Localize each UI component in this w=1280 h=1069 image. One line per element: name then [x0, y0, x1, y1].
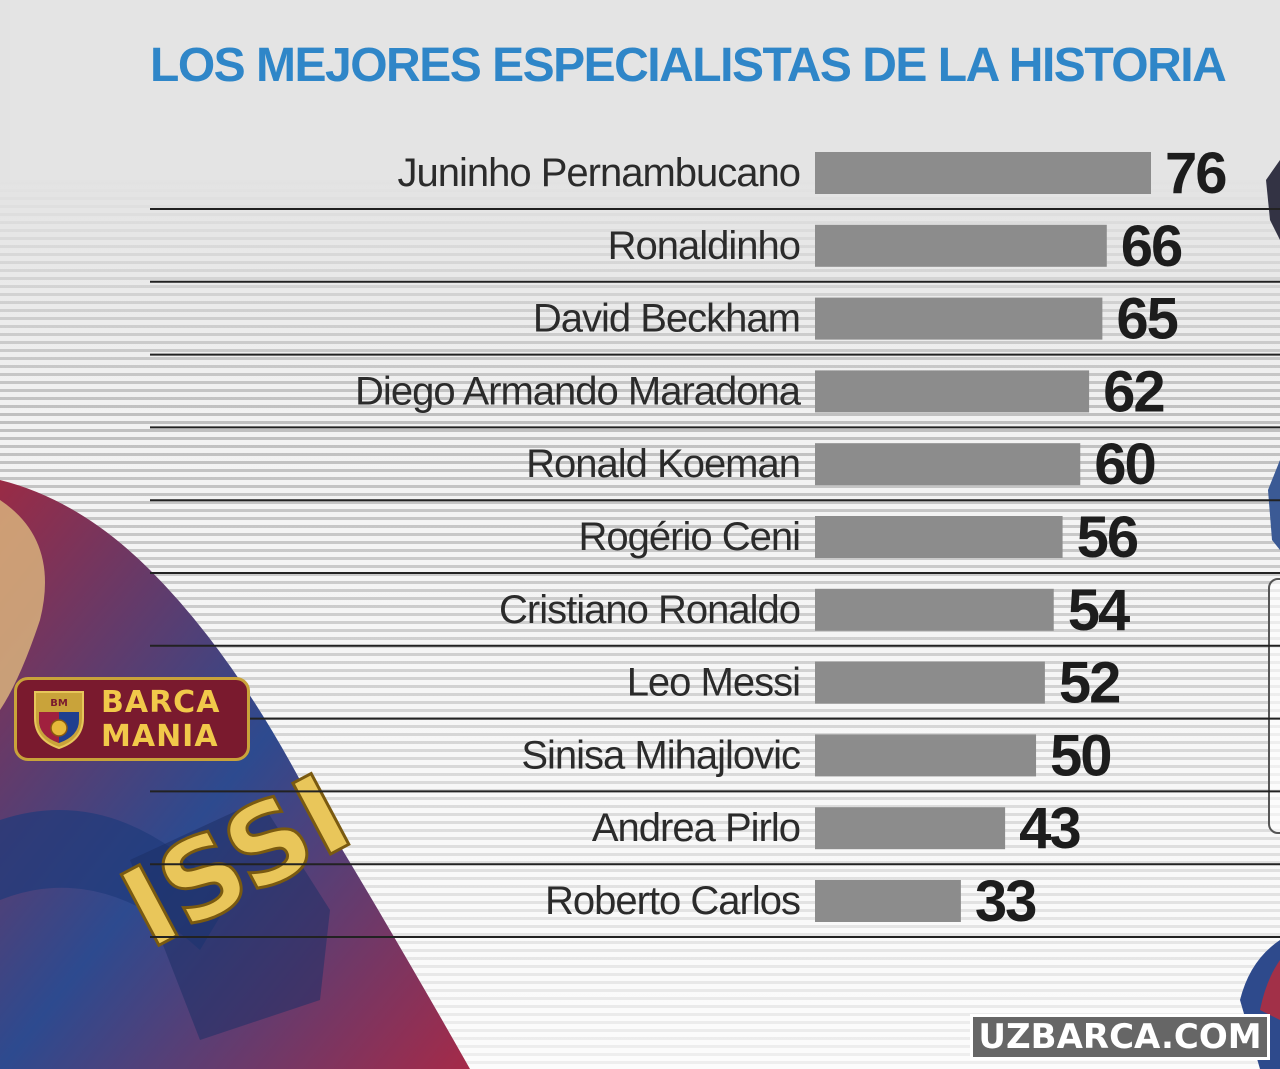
value-label: 33 [975, 869, 1036, 934]
title-band [10, 0, 1280, 180]
category-label: Ronaldinho [608, 224, 800, 268]
bar [815, 807, 1006, 850]
value-label: 52 [1059, 651, 1120, 716]
value-label: 50 [1050, 723, 1111, 788]
barca-logo-line2: MANIA [101, 719, 219, 754]
player-photo-left: ISSI [0, 480, 470, 1069]
bar [815, 588, 1054, 631]
value-label: 66 [1121, 214, 1182, 279]
barca-mania-logo: BM BARCA MANIA [14, 677, 250, 761]
category-label: Diego Armando Maradona [355, 369, 802, 413]
category-label: Sinisa Mihajlovic [521, 733, 800, 777]
crest-icon: BM [34, 691, 84, 750]
category-label: Cristiano Ronaldo [499, 588, 800, 632]
bar [815, 152, 1151, 194]
value-label: 43 [1019, 796, 1080, 861]
category-label: Roberto Carlos [545, 879, 800, 923]
category-label: Ronald Koeman [526, 442, 800, 486]
svg-text:BM: BM [50, 698, 68, 709]
value-label: 60 [1094, 432, 1155, 497]
category-label: Juninho Pernambucano [397, 151, 800, 195]
category-label: Leo Messi [627, 661, 800, 705]
value-label: 56 [1077, 505, 1138, 570]
bar [815, 297, 1103, 340]
bar [815, 516, 1063, 558]
player-photo-right-top [1266, 160, 1280, 550]
category-label: Rogério Ceni [579, 515, 800, 559]
bar [815, 661, 1045, 704]
value-label: 54 [1068, 578, 1130, 643]
barca-logo-line1: BARCA [101, 685, 221, 720]
bar [815, 224, 1107, 267]
chart-title: LOS MEJORES ESPECIALISTAS DE LA HISTORIA [150, 39, 1227, 92]
value-label: 62 [1103, 359, 1164, 424]
bar [815, 734, 1037, 777]
player-photo-right-bottom [1240, 940, 1280, 1069]
bar [815, 443, 1081, 486]
value-label: 65 [1116, 287, 1177, 352]
bar [815, 370, 1090, 413]
category-label: David Beckham [533, 297, 800, 341]
uzbarca-watermark: UZBARCA.COM [970, 1014, 1270, 1060]
category-label: Andrea Pirlo [592, 806, 800, 850]
side-panel-edge [1268, 578, 1280, 834]
value-label: 76 [1165, 141, 1226, 206]
bar [815, 880, 961, 922]
